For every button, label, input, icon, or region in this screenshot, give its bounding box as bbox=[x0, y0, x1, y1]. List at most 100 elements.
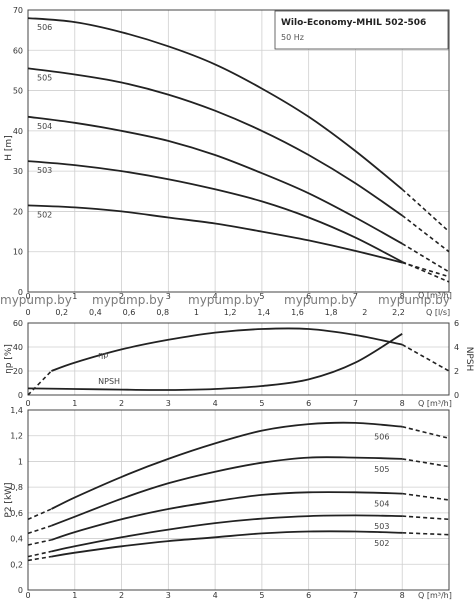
watermark-text: mypump.by bbox=[284, 293, 356, 307]
watermark-row: mypump.by mypump.by mypump.by mypump.by mypu… bbox=[0, 293, 450, 307]
head-frame bbox=[27, 9, 450, 293]
npsh-ytick: 6 bbox=[454, 319, 459, 328]
head-curve-506 bbox=[27, 17, 403, 190]
efficiency-ytick: 60 bbox=[13, 319, 23, 328]
head-xtick: 3 bbox=[166, 292, 171, 301]
power-curve-ext-504 bbox=[27, 539, 52, 546]
power-xtick: 0 bbox=[25, 591, 30, 600]
legend-title: Wilo-Economy-MHIL 502-506 bbox=[281, 18, 426, 28]
watermark-text: mypump.by bbox=[378, 293, 450, 307]
efficiency-curve-ext2 bbox=[401, 343, 450, 372]
power-xtick: 1 bbox=[72, 591, 77, 600]
efficiency-xtick: 4 bbox=[213, 399, 218, 408]
power-curves: 502 503 504 505 506 bbox=[27, 421, 450, 562]
head-xtick: 1 bbox=[72, 292, 77, 301]
power-curve-label: 506 bbox=[374, 433, 389, 442]
efficiency-xtick: 7 bbox=[353, 399, 358, 408]
head-curve-ext-505 bbox=[401, 214, 450, 253]
efficiency-curve bbox=[51, 327, 403, 372]
head-ticks: 0 10 20 30 40 50 60 70 0 1 2 3 4 5 6 7 8 0 0,2 0,4 0,6 0,8 1 1,… bbox=[13, 6, 405, 317]
head-xtick: 4 bbox=[213, 292, 218, 301]
head-curve-label: 504 bbox=[37, 122, 52, 131]
head-xtick-ls: 1 bbox=[194, 308, 199, 317]
power-curve-ext-502 bbox=[27, 555, 52, 562]
efficiency-curve-label: ηp bbox=[98, 350, 108, 359]
head-xlabel-ls: Q [l/s] bbox=[426, 308, 450, 317]
npsh-ylabel: NPSH bbox=[464, 347, 474, 372]
power-curve-504 bbox=[51, 491, 403, 541]
head-xtick: 0 bbox=[25, 292, 30, 301]
power-curve-label: 504 bbox=[374, 500, 389, 509]
head-ytick: 30 bbox=[13, 167, 23, 176]
head-xtick: 7 bbox=[353, 292, 358, 301]
efficiency-ytick: 40 bbox=[13, 343, 23, 352]
watermark-text: mypump.by bbox=[188, 293, 260, 307]
head-curve-label: 506 bbox=[37, 23, 52, 32]
head-ytick: 60 bbox=[13, 46, 23, 55]
power-curve-ext2-505 bbox=[402, 458, 450, 468]
power-ytick: 1,4 bbox=[10, 406, 23, 415]
watermark-text: mypump.by bbox=[92, 293, 164, 307]
head-ytick: 20 bbox=[13, 207, 23, 216]
head-curve-label: 505 bbox=[37, 73, 52, 82]
head-grid bbox=[27, 10, 450, 292]
efficiency-ylabel: ηp [%] bbox=[4, 344, 14, 374]
power-ytick: 0,2 bbox=[10, 560, 23, 569]
npsh-curve bbox=[27, 333, 403, 391]
power-xtick: 7 bbox=[353, 591, 358, 600]
head-xtick: 6 bbox=[306, 292, 311, 301]
power-ytick: 0,4 bbox=[10, 535, 23, 544]
head-ytick: 70 bbox=[13, 6, 23, 15]
power-curve-ext2-506 bbox=[402, 425, 450, 440]
head-ytick: 40 bbox=[13, 127, 23, 136]
power-curve-506 bbox=[51, 421, 403, 510]
efficiency-xtick: 8 bbox=[400, 399, 405, 408]
head-xtick-ls: 0,6 bbox=[123, 308, 136, 317]
efficiency-grid bbox=[27, 323, 450, 395]
head-curve-505 bbox=[27, 67, 403, 217]
npsh-ytick: 2 bbox=[454, 367, 459, 376]
efficiency-ytick: 0 bbox=[18, 391, 23, 400]
efficiency-xtick: 6 bbox=[306, 399, 311, 408]
head-xtick-ls: 1,8 bbox=[325, 308, 338, 317]
head-xtick-ls: 0 bbox=[25, 308, 30, 317]
npsh-curve-label: NPSH bbox=[98, 377, 120, 386]
head-ylabel: H [m] bbox=[4, 135, 14, 160]
power-curve-502 bbox=[51, 530, 403, 558]
power-curve-ext-506 bbox=[27, 508, 52, 521]
power-curve-label: 503 bbox=[374, 522, 389, 531]
npsh-ytick: 0 bbox=[454, 391, 459, 400]
head-curve-ext-504 bbox=[401, 243, 450, 273]
head-xtick-ls: 2 bbox=[362, 308, 367, 317]
power-xlabel: Q [m³/h] bbox=[418, 591, 452, 600]
head-curve-504 bbox=[27, 115, 403, 245]
power-curve-label: 502 bbox=[374, 539, 389, 548]
power-ytick: 0,6 bbox=[10, 509, 23, 518]
power-ytick: 0 bbox=[18, 586, 23, 595]
power-ytick: 1,2 bbox=[10, 432, 23, 441]
head-xtick-ls: 0,2 bbox=[55, 308, 68, 317]
power-panel: 502 503 504 505 506 0 0,2 0,4 0,6 0,8 1 1,2 1,4 0 1 2 3… bbox=[4, 406, 452, 600]
efficiency-xtick: 0 bbox=[25, 399, 30, 408]
head-ytick: 0 bbox=[18, 288, 23, 297]
efficiency-xtick: 1 bbox=[72, 399, 77, 408]
power-frame bbox=[27, 409, 450, 591]
power-xtick: 2 bbox=[119, 591, 124, 600]
efficiency-xlabel: Q [m³/h] bbox=[418, 399, 452, 408]
head-curve-502 bbox=[27, 204, 403, 264]
head-xtick-ls: 1,4 bbox=[257, 308, 270, 317]
head-xtick: 5 bbox=[259, 292, 264, 301]
head-xtick: 2 bbox=[119, 292, 124, 301]
efficiency-xtick: 5 bbox=[259, 399, 264, 408]
head-xtick-ls: 1,6 bbox=[291, 308, 304, 317]
power-ticks: 0 0,2 0,4 0,6 0,8 1 1,2 1,4 0 1 2 3 4 5 6 7 8 bbox=[10, 406, 405, 600]
head-ytick: 10 bbox=[13, 248, 23, 257]
power-curve-ext-505 bbox=[27, 524, 52, 535]
power-ylabel: P2 [kW] bbox=[4, 482, 14, 517]
head-curve-ext-506 bbox=[401, 188, 450, 233]
power-ytick: 0,8 bbox=[10, 483, 23, 492]
head-xtick-ls: 0,4 bbox=[89, 308, 102, 317]
